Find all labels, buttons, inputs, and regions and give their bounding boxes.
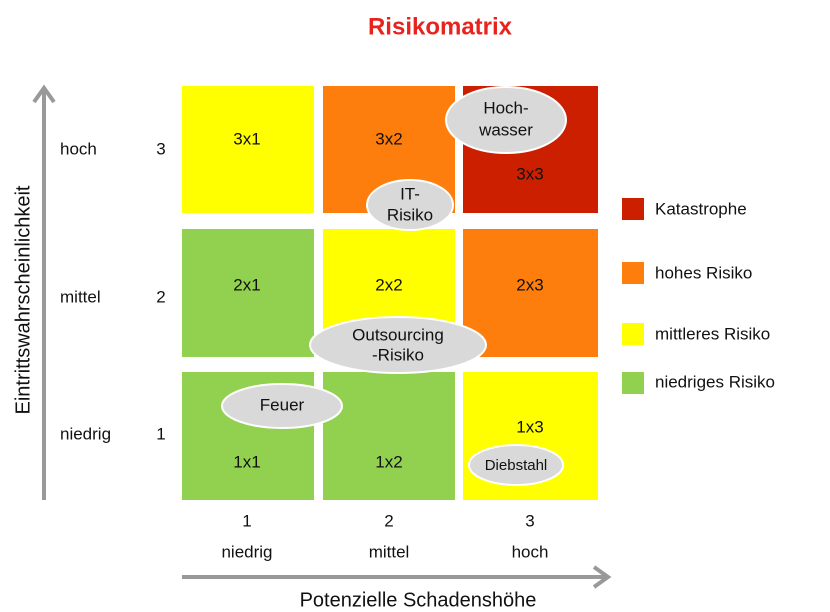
cell-label: 2x3 bbox=[516, 275, 543, 294]
x-axis-title: Potenzielle Schadenshöhe bbox=[300, 589, 537, 611]
legend-label: hohes Risiko bbox=[655, 263, 752, 282]
x-level-number: 3 bbox=[525, 511, 534, 530]
x-axis-arrow bbox=[182, 565, 612, 589]
y-level-name: mittel bbox=[60, 287, 101, 306]
event-label: IT- bbox=[400, 184, 420, 203]
y-level-name: niedrig bbox=[60, 424, 111, 443]
y-axis-arrow bbox=[32, 84, 56, 500]
event-bubble bbox=[309, 316, 487, 374]
event-label: Hoch- bbox=[483, 98, 528, 117]
event-label: Feuer bbox=[260, 395, 305, 414]
title: Risikomatrix bbox=[368, 13, 513, 40]
x-level-number: 1 bbox=[242, 511, 251, 530]
x-level-name: niedrig bbox=[221, 542, 272, 561]
legend-swatch bbox=[622, 372, 644, 394]
cell-label: 3x3 bbox=[516, 164, 543, 183]
cell bbox=[323, 372, 455, 500]
legend-label: mittleres Risiko bbox=[655, 324, 770, 343]
cell bbox=[463, 229, 598, 357]
y-level-number: 1 bbox=[156, 424, 165, 443]
cell-label: 1x3 bbox=[516, 417, 543, 436]
cell bbox=[182, 86, 314, 213]
legend-swatch bbox=[622, 198, 644, 220]
cell-label: 1x1 bbox=[233, 452, 260, 471]
legend-swatch bbox=[622, 262, 644, 284]
cell-label: 3x2 bbox=[375, 129, 402, 148]
cell-label: 2x2 bbox=[375, 275, 402, 294]
event-label: Diebstahl bbox=[485, 457, 548, 474]
x-level-name: mittel bbox=[369, 542, 410, 561]
event-bubble bbox=[445, 86, 567, 154]
legend-label: niedriges Risiko bbox=[655, 372, 775, 391]
event-bubble bbox=[366, 179, 454, 231]
y-level-number: 3 bbox=[156, 139, 165, 158]
y-axis-title: Eintrittswahrscheinlichkeit bbox=[12, 185, 34, 414]
y-level-number: 2 bbox=[156, 287, 165, 306]
x-level-number: 2 bbox=[384, 511, 393, 530]
legend-swatch bbox=[622, 323, 644, 345]
event-label: Risiko bbox=[387, 205, 433, 224]
x-level-name: hoch bbox=[512, 542, 549, 561]
event-bubble bbox=[221, 383, 343, 429]
event-bubble bbox=[468, 444, 564, 486]
event-label: Outsourcing bbox=[352, 325, 444, 344]
event-label: wasser bbox=[478, 120, 533, 139]
cell-label: 2x1 bbox=[233, 275, 260, 294]
event-label: -Risiko bbox=[372, 345, 424, 364]
cell-label: 3x1 bbox=[233, 129, 260, 148]
legend-label: Katastrophe bbox=[655, 199, 747, 218]
cell-label: 1x2 bbox=[375, 452, 402, 471]
y-level-name: hoch bbox=[60, 139, 97, 158]
cell bbox=[182, 229, 314, 357]
